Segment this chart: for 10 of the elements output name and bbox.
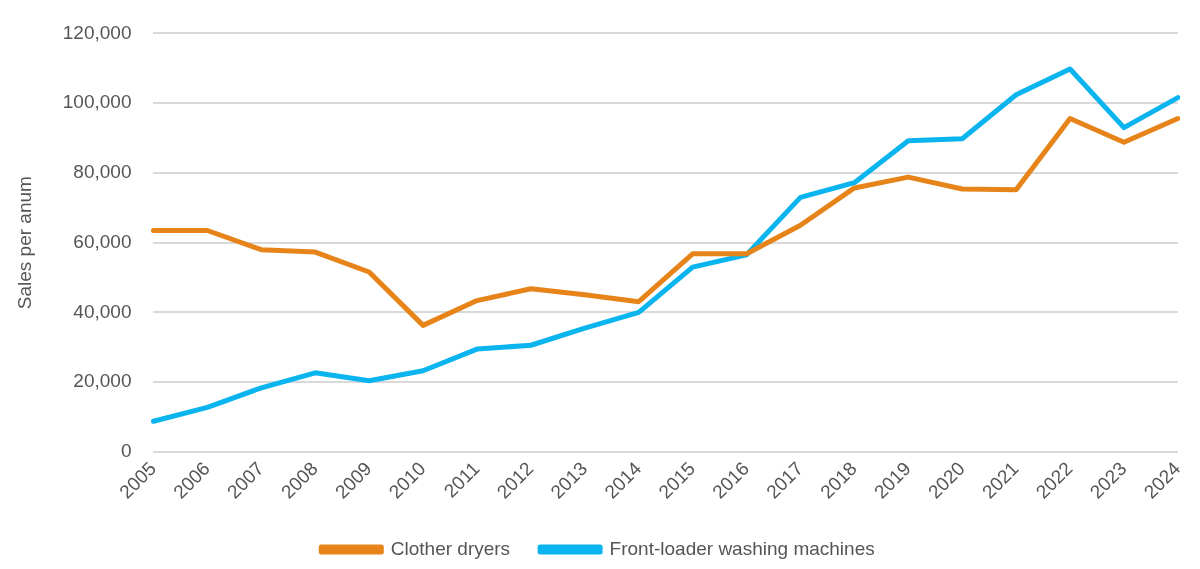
y-tick-label: 20,000	[73, 370, 132, 392]
y-tick-label: 0	[120, 440, 132, 462]
y-tick-label: 40,000	[73, 300, 132, 322]
y-axis-title: Sales per anum	[13, 176, 35, 310]
y-tick-label: 60,000	[73, 230, 132, 252]
y-tick-label: 100,000	[62, 91, 132, 113]
y-tick-label: 120,000	[62, 21, 132, 43]
legend-label: Front-loader washing machines	[609, 537, 875, 559]
legend-label: Clother dryers	[390, 537, 511, 559]
y-tick-label: 80,000	[73, 161, 132, 183]
